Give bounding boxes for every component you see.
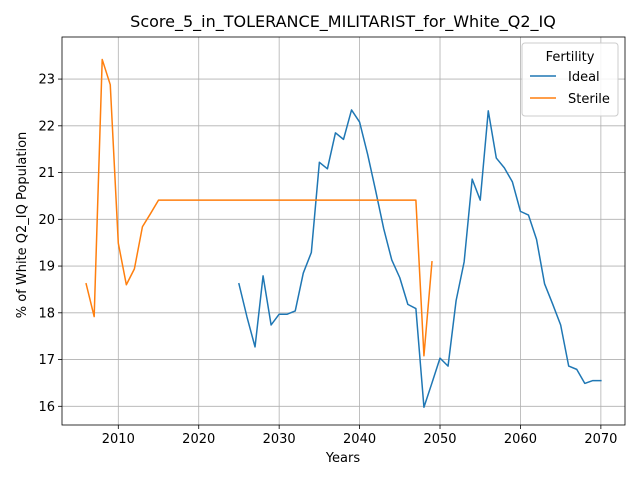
- series-line-ideal: [238, 109, 602, 408]
- y-tick-label: 20: [38, 213, 55, 228]
- y-tick-label: 19: [38, 260, 55, 275]
- legend: Fertility Ideal Sterile: [521, 42, 619, 117]
- chart-title: Score_5_in_TOLERANCE_MILITARIST_for_Whit…: [130, 12, 556, 32]
- x-tick-label: 2060: [504, 432, 537, 447]
- x-tick-label: 2050: [423, 432, 456, 447]
- x-axis-title: Years: [325, 451, 361, 466]
- y-tick-label: 22: [38, 119, 55, 134]
- y-tick-label: 21: [38, 166, 55, 181]
- grid-lines: [62, 37, 625, 425]
- legend-title: Fertility: [546, 50, 595, 65]
- y-axis-title: % of White Q2_IQ Population: [15, 132, 30, 319]
- axis-ticks: 2010 2020 2030 2040 2050 2060 2070 16 17 18 19 20 21…: [38, 73, 617, 447]
- x-tick-label: 2020: [182, 432, 215, 447]
- x-tick-label: 2010: [102, 432, 135, 447]
- series-line-sterile: [85, 58, 433, 357]
- y-tick-label: 16: [38, 400, 55, 415]
- y-tick-label: 23: [38, 73, 55, 88]
- plot-frame: [61, 36, 626, 426]
- legend-label-sterile: Sterile: [568, 92, 610, 107]
- legend-label-ideal: Ideal: [568, 70, 600, 85]
- x-tick-label: 2030: [263, 432, 296, 447]
- y-tick-label: 18: [38, 306, 55, 321]
- y-tick-label: 17: [38, 353, 55, 368]
- x-tick-label: 2070: [584, 432, 617, 447]
- plot-series: [85, 58, 602, 408]
- x-tick-label: 2040: [343, 432, 376, 447]
